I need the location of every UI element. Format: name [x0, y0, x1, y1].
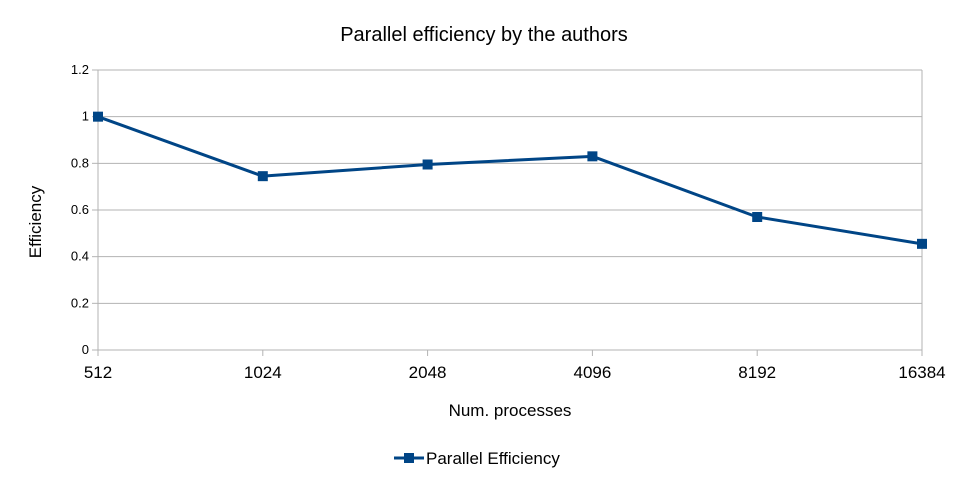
y-tick-label: 0.4	[71, 249, 89, 264]
x-tick-label: 4096	[573, 363, 611, 382]
gridlines	[92, 69, 923, 356]
data-point-marker	[93, 111, 103, 122]
data-point-marker	[422, 159, 433, 170]
x-tick-label: 16384	[898, 363, 945, 382]
legend: Parallel Efficiency	[394, 449, 560, 468]
chart-title: Parallel efficiency by the authors	[340, 24, 628, 46]
x-tick-label: 8192	[738, 363, 776, 382]
x-axis-label: Num. processes	[449, 401, 572, 420]
y-axis-ticks: 0 0.2 0.4 0.6 0.8 1 1.2	[71, 62, 89, 357]
legend-label: Parallel Efficiency	[426, 449, 560, 468]
legend-marker	[404, 453, 414, 463]
data-point-marker	[917, 238, 927, 249]
y-axis-label: Efficiency	[26, 185, 45, 258]
y-tick-label: 0	[82, 342, 89, 357]
series-group	[93, 111, 927, 249]
x-tick-label: 1024	[244, 363, 282, 382]
y-tick-label: 0.2	[71, 295, 89, 310]
x-tick-label: 2048	[409, 363, 447, 382]
series-line	[97, 115, 923, 246]
y-tick-label: 1.2	[71, 62, 89, 77]
data-point-marker	[752, 212, 763, 222]
x-axis-ticks: 512 1024 2048 4096 8192 16384	[84, 350, 946, 382]
x-tick-label: 512	[84, 363, 112, 382]
y-tick-label: 0.6	[71, 202, 89, 217]
y-tick-label: 0.8	[71, 155, 89, 170]
data-point-marker	[587, 151, 598, 162]
data-point-marker	[257, 171, 268, 182]
y-tick-label: 1	[82, 109, 89, 124]
